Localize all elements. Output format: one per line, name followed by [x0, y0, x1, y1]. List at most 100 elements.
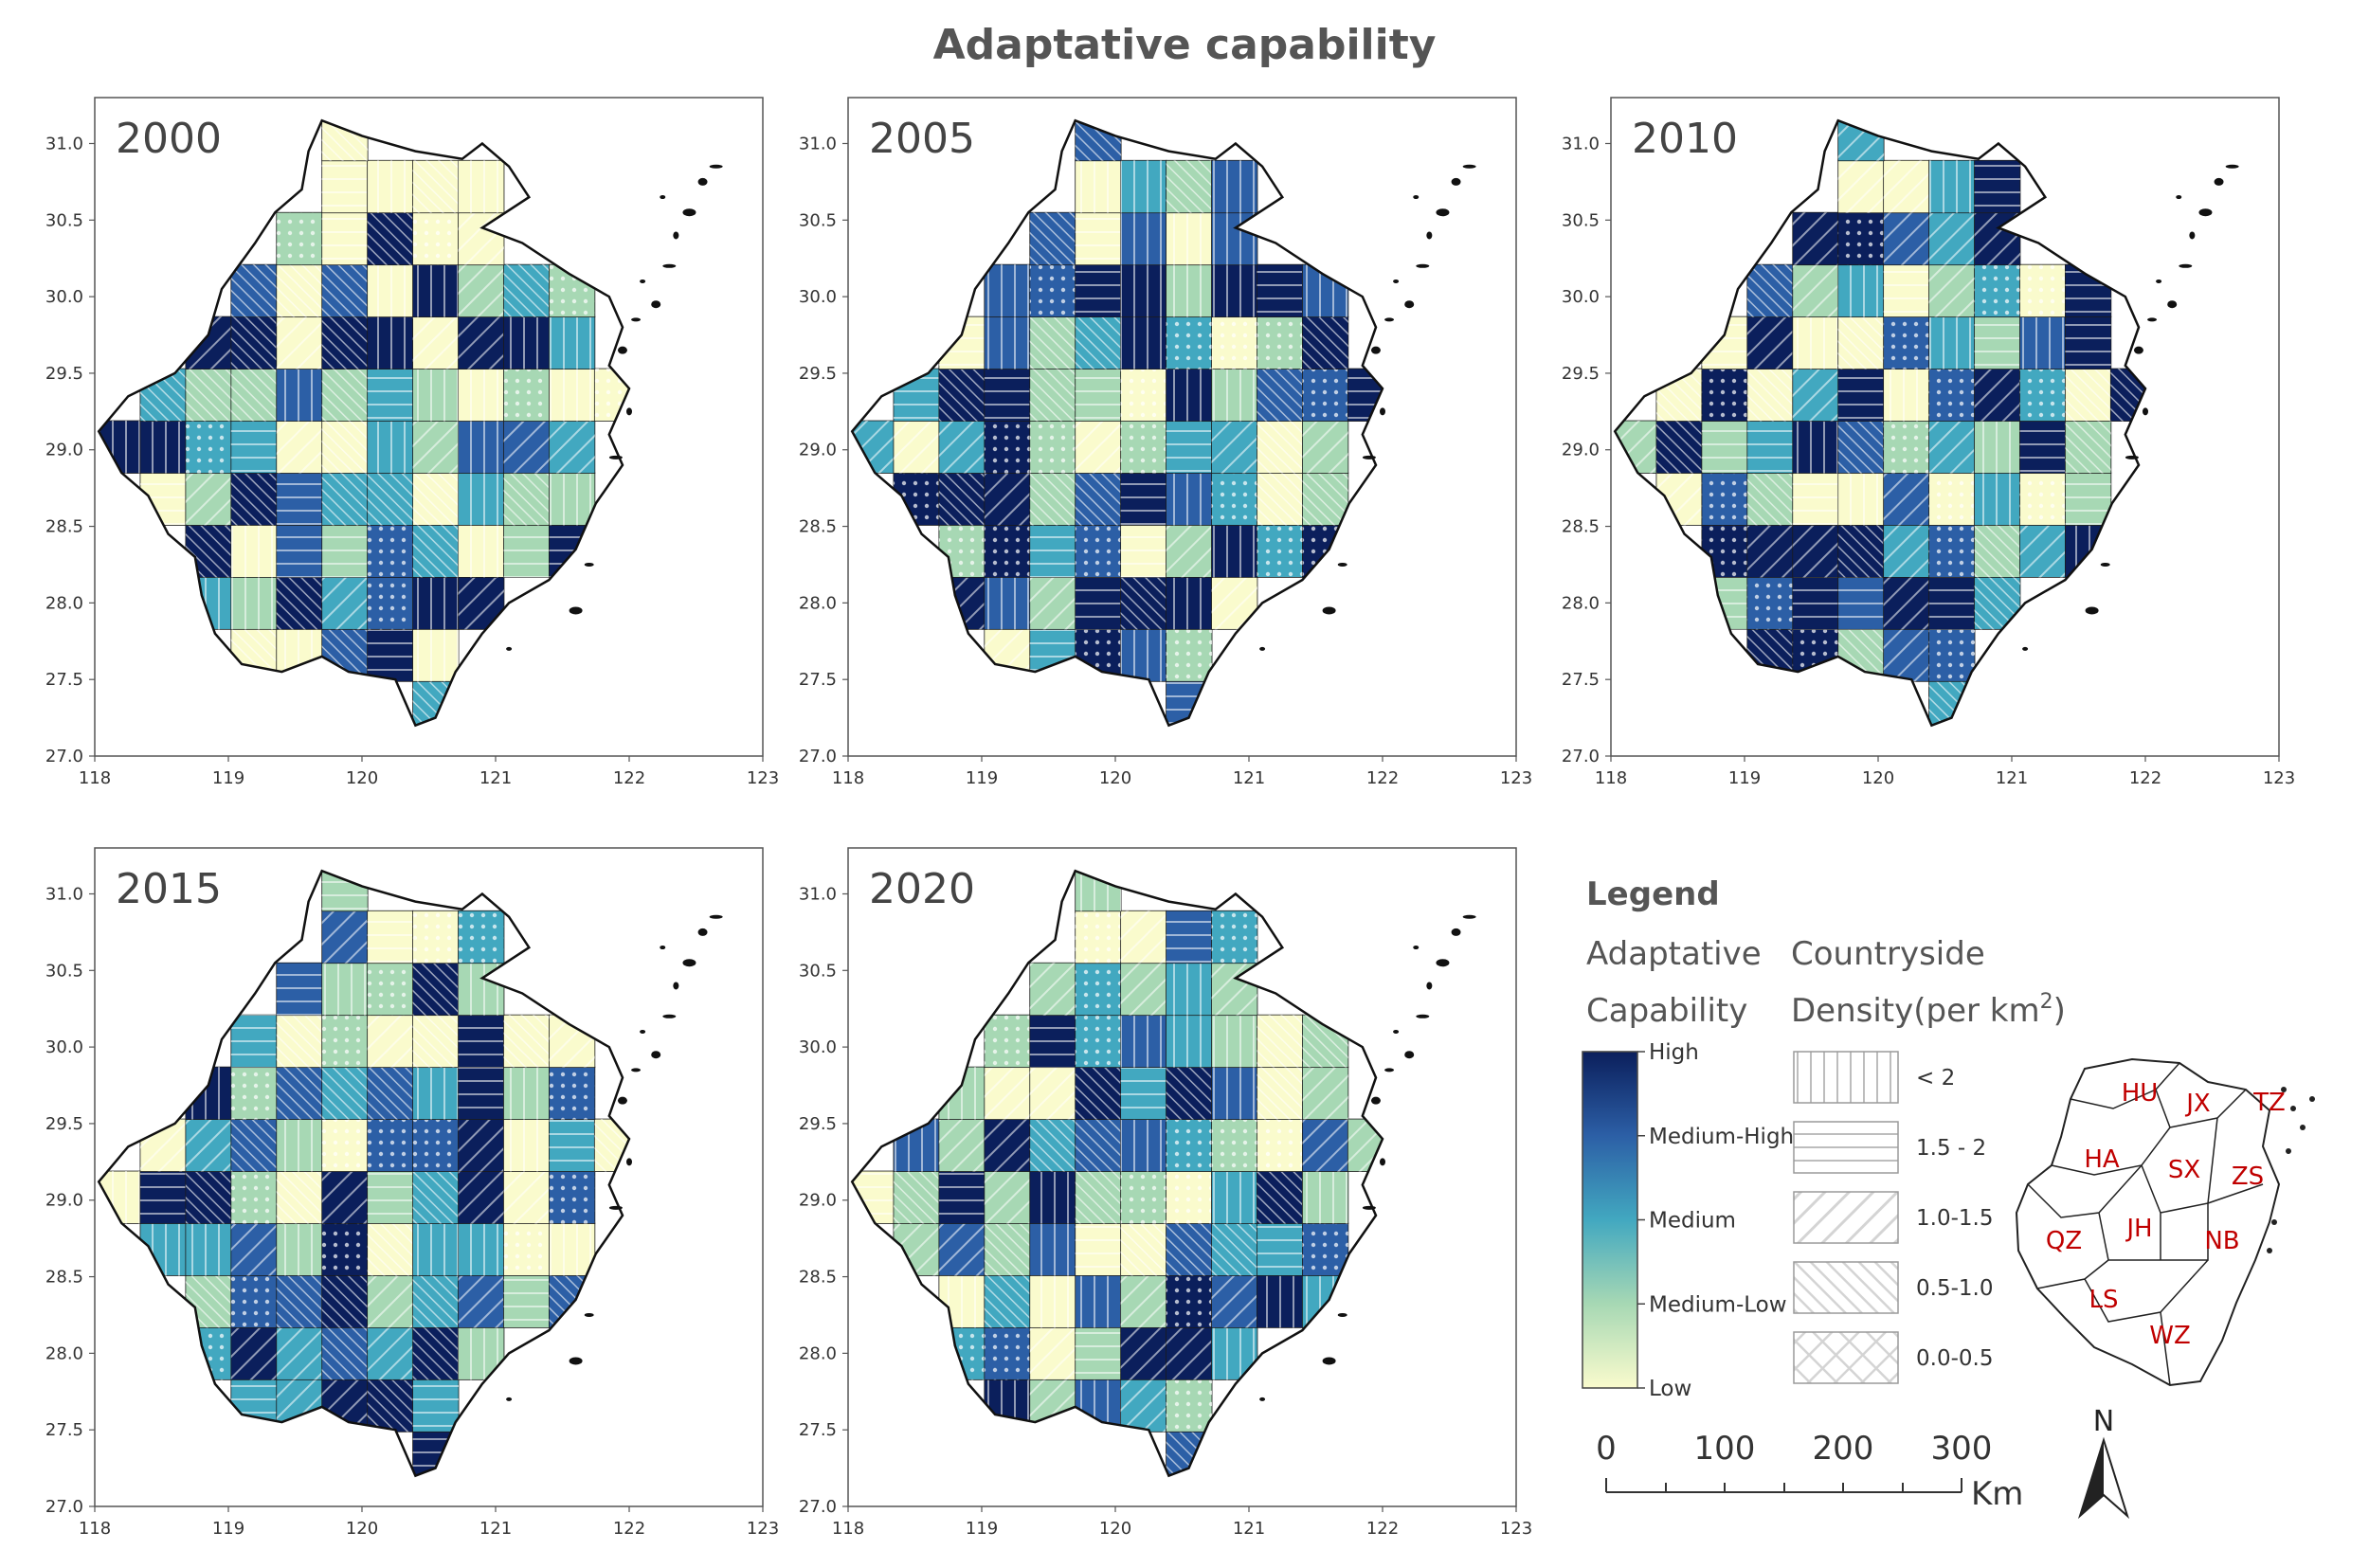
density-hatch [1792, 472, 1839, 526]
density-hatch [276, 963, 323, 1016]
density-hatch [1883, 160, 1930, 213]
island [1404, 1051, 1415, 1059]
density-hatch [1075, 963, 1122, 1016]
island [617, 346, 627, 354]
density-hatch [367, 1379, 414, 1433]
inset-islands [2267, 1087, 2315, 1253]
island [662, 263, 677, 268]
density-hatch [984, 524, 1031, 578]
density-hatch [1120, 1326, 1167, 1380]
panel-year-label: 2015 [116, 865, 222, 913]
density-hatch [1075, 524, 1122, 578]
density-hatch [1120, 1222, 1167, 1276]
density-hatch [1029, 421, 1076, 474]
inset-island [2271, 1219, 2277, 1225]
density-hatch [984, 1274, 1031, 1328]
density-label: 0.5-1.0 [1916, 1276, 1993, 1301]
y-tick-label: 28.5 [1562, 517, 1600, 537]
density-heading-text: Density(per km [1791, 992, 2040, 1030]
x-tick-label: 119 [1728, 768, 1761, 788]
density-hatch [1166, 1015, 1213, 1068]
province-outline [97, 118, 631, 728]
density-hatch [1257, 369, 1303, 422]
y-tick-label: 27.0 [45, 747, 83, 766]
density-hatch [2019, 264, 2066, 317]
island [626, 1158, 632, 1166]
density-hatch [549, 1171, 595, 1224]
density-hatch [1257, 316, 1303, 369]
density-hatch [549, 369, 595, 422]
density-hatch [1075, 1015, 1122, 1068]
density-hatch [458, 421, 504, 474]
density-hatch [503, 1067, 550, 1120]
x-tick-label: 123 [1500, 1519, 1532, 1539]
x-tick-label: 122 [613, 1519, 645, 1539]
density-hatch [1075, 576, 1122, 630]
density-hatch [276, 1067, 323, 1120]
density-hatch [412, 1274, 460, 1328]
density-hatch [984, 1119, 1031, 1172]
density-hatch [1166, 316, 1213, 369]
y-tick-label: 27.5 [799, 670, 837, 690]
island [608, 455, 623, 460]
island [569, 606, 583, 615]
density-hatch [1120, 369, 1167, 422]
density-hatch [230, 316, 278, 369]
density-hatch [549, 421, 595, 474]
density-hatch [1120, 1067, 1167, 1120]
density-hatch [321, 1067, 369, 1120]
density-hatch [367, 160, 414, 213]
island [1384, 1068, 1395, 1072]
density-hatch [1746, 472, 1794, 526]
density-hatch [1928, 369, 1976, 422]
scale-bar-label: 100 [1694, 1430, 1756, 1468]
density-hatch [1837, 316, 1885, 369]
inset-city-label: SX [2168, 1156, 2200, 1184]
inset-island [2300, 1125, 2306, 1130]
density-hatch [412, 1222, 460, 1276]
island [1413, 195, 1420, 200]
density-hatch [1883, 421, 1930, 474]
y-tick-label: 31.0 [799, 134, 837, 153]
density-hatch [1029, 524, 1076, 578]
density-hatch [1120, 963, 1167, 1016]
density-hatch [412, 212, 460, 265]
density-hatch [938, 1171, 986, 1224]
density-hatch [1928, 576, 1976, 630]
density-hatch [276, 1326, 323, 1380]
density-label: 0.0-0.5 [1916, 1346, 1993, 1371]
y-tick-label: 27.5 [1562, 670, 1600, 690]
density-heading-line1: Countryside [1791, 935, 1985, 973]
north-arrow-half-icon [2080, 1440, 2104, 1516]
density-hatch [984, 1067, 1031, 1120]
density-hatch [503, 1222, 550, 1276]
density-hatch [139, 421, 187, 474]
north-arrow: N [2077, 1405, 2130, 1520]
county-regions [1615, 120, 2145, 726]
density-hatch [1211, 910, 1257, 964]
density-hatch [2065, 421, 2111, 474]
density-hatch [230, 369, 278, 422]
density-hatch [1166, 1119, 1213, 1172]
x-tick-label: 122 [1366, 768, 1399, 788]
y-tick-label: 30.0 [799, 287, 837, 307]
density-hatch [1837, 264, 1885, 317]
density-hatch [321, 524, 369, 578]
density-hatch [230, 421, 278, 474]
density-hatch [1166, 212, 1213, 265]
scale-bar-label: 0 [1596, 1430, 1617, 1468]
density-hatch [367, 628, 414, 682]
density-hatch [1837, 576, 1885, 630]
density-hatch [367, 1119, 414, 1172]
y-tick-label: 29.0 [1562, 441, 1600, 460]
island [1370, 1096, 1381, 1105]
y-tick-label: 30.0 [45, 287, 83, 307]
density-hatch [1029, 963, 1076, 1016]
density-hatch [1257, 472, 1303, 526]
density-hatch [458, 369, 504, 422]
y-tick-label: 29.5 [799, 1114, 837, 1134]
density-hatch [549, 472, 595, 526]
density-hatch [276, 1119, 323, 1172]
y-tick-label: 30.5 [1562, 210, 1600, 230]
density-hatch [1655, 421, 1703, 474]
